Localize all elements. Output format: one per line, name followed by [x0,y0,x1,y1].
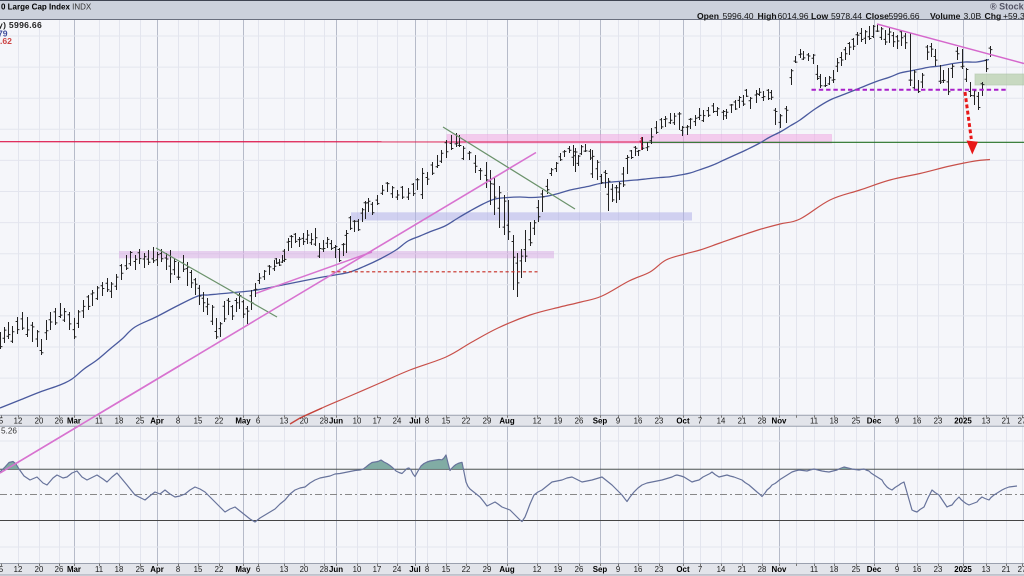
svg-text:.62: .62 [0,36,12,46]
svg-text:79: 79 [0,29,8,39]
svg-text:y) 5996.66: y) 5996.66 [0,20,42,30]
svg-text:® StockCha: ® StockCha [990,2,1024,12]
svg-text:5.26: 5.26 [1,427,17,436]
svg-text:0 Large Cap Index INDX: 0 Large Cap Index INDX [1,3,92,12]
